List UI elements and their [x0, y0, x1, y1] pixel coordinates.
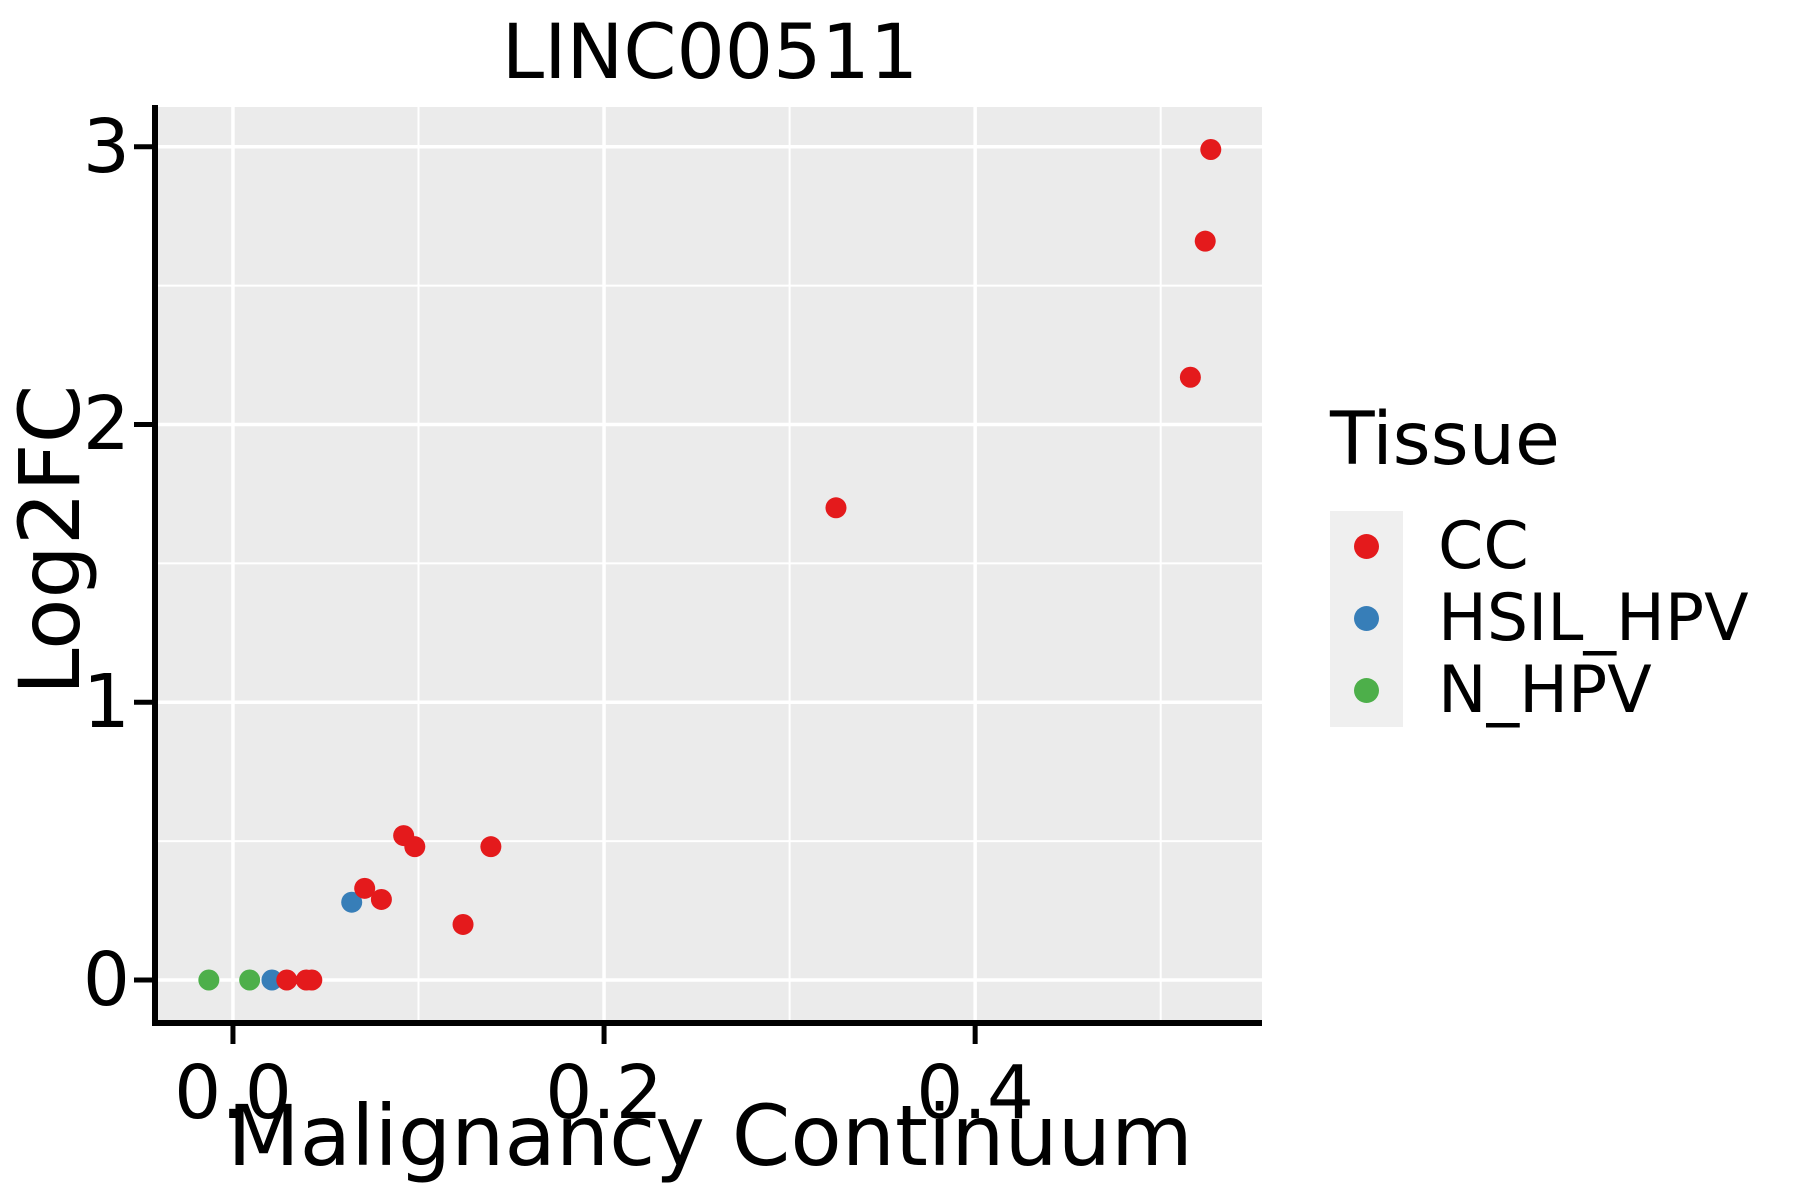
- data-point-cc: [276, 969, 298, 991]
- legend-label: HSIL_HPV: [1438, 581, 1749, 657]
- legend-key: [1330, 510, 1403, 583]
- legend-row-hsil_hpv: HSIL_HPV: [1330, 581, 1770, 657]
- y-tick-label: 0: [82, 937, 130, 1023]
- legend-label: CC: [1438, 509, 1529, 585]
- legend: Tissue CC HSIL_HPV N_HPV: [1330, 397, 1770, 729]
- data-point-n_hpv: [239, 969, 261, 991]
- data-point-cc: [452, 913, 474, 935]
- legend-row-cc: CC: [1330, 509, 1770, 585]
- legend-title: Tissue: [1330, 397, 1560, 482]
- legend-dot-icon: [1354, 678, 1379, 704]
- data-point-cc: [354, 877, 376, 899]
- y-tick-label: 3: [82, 103, 130, 190]
- data-point-hsil_hpv: [341, 891, 363, 913]
- legend-key: [1330, 582, 1403, 655]
- x-tick-label: 0.2: [545, 1050, 663, 1136]
- data-point-cc: [301, 969, 323, 991]
- y-tick-label: 2: [82, 381, 130, 468]
- legend-label: N_HPV: [1438, 653, 1652, 729]
- x-tick-label: 0.0: [174, 1050, 292, 1136]
- data-point-cc: [1194, 230, 1216, 252]
- data-point-cc: [404, 836, 426, 858]
- legend-key: [1330, 654, 1403, 727]
- data-point-cc: [1200, 138, 1222, 160]
- data-point-n_hpv: [198, 969, 220, 991]
- legend-rows: CC HSIL_HPV N_HPV: [1330, 509, 1770, 729]
- y-axis-title: Log2FC: [1, 384, 99, 696]
- data-point-cc: [1179, 366, 1201, 388]
- legend-dot-icon: [1354, 606, 1379, 632]
- data-point-hsil_hpv: [261, 969, 283, 991]
- legend-row-n_hpv: N_HPV: [1330, 653, 1770, 729]
- data-point-cc: [825, 497, 847, 519]
- data-point-cc: [370, 888, 392, 910]
- legend-dot-icon: [1354, 534, 1379, 560]
- chart-title: LINC00511: [501, 7, 919, 96]
- x-tick-label: 0.4: [916, 1050, 1034, 1136]
- y-tick-label: 1: [82, 659, 130, 746]
- x-axis-title: Malignancy Continuum: [227, 1087, 1193, 1185]
- data-point-cc: [480, 836, 502, 858]
